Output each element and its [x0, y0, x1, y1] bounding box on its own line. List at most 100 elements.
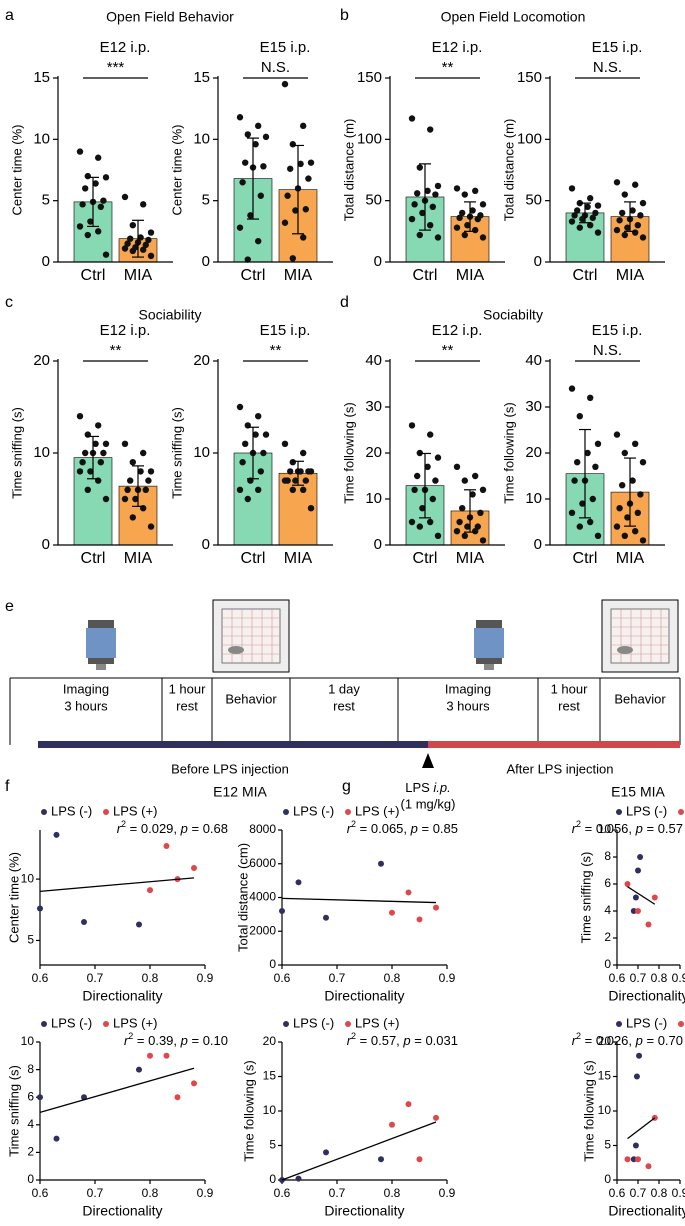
y-tick-label: 0	[42, 536, 50, 553]
data-point	[456, 518, 463, 526]
y-tick-label: 10	[263, 1103, 277, 1117]
data-point	[472, 528, 479, 535]
data-point	[464, 222, 471, 229]
error-bar	[87, 435, 99, 480]
y-tick-label: 50	[525, 192, 542, 209]
data-point	[84, 486, 92, 493]
data-point	[137, 234, 144, 241]
data-point	[53, 831, 60, 838]
data-point	[592, 463, 599, 470]
data-point	[305, 468, 312, 475]
data-point	[279, 908, 285, 914]
data-point	[424, 463, 431, 470]
data-point	[456, 214, 463, 222]
annotation-part: 2	[351, 1031, 356, 1041]
y-tick-label: 0	[269, 957, 276, 971]
legend-marker	[678, 809, 684, 815]
legend-marker	[41, 809, 47, 815]
data-point	[429, 495, 436, 503]
data-point	[289, 141, 296, 148]
data-point	[414, 190, 421, 197]
x-tick-label: 0.8	[142, 971, 159, 985]
y-axis-label: Total distance (cm)	[235, 843, 250, 952]
data-point	[639, 234, 647, 241]
panel-label: g	[342, 778, 351, 795]
data-point	[163, 1052, 170, 1059]
annotation-part: r	[124, 1033, 129, 1048]
injection-label: LPS i.p.	[405, 780, 451, 795]
error-bar	[464, 489, 476, 533]
annotation-part: = 0.065,	[356, 821, 411, 836]
arena-icon	[212, 599, 290, 673]
data-point	[84, 231, 92, 239]
data-point	[129, 514, 136, 521]
data-point	[191, 1080, 197, 1087]
data-point	[474, 215, 481, 223]
y-tick-label: 0	[202, 536, 210, 553]
x-tick-label: 0.7	[329, 971, 346, 985]
y-tick-label: 10	[193, 444, 210, 461]
data-point	[637, 212, 644, 219]
data-point	[281, 477, 289, 484]
trend-line	[627, 886, 656, 905]
y-tick-label: 5	[269, 1138, 276, 1152]
y-tick-label: 0	[42, 253, 50, 270]
data-point	[145, 236, 152, 244]
x-axis-label: Directionality	[324, 1203, 404, 1219]
y-tick-label: 30	[525, 398, 542, 415]
data-point	[79, 201, 86, 208]
data-point	[102, 251, 110, 258]
data-point	[411, 201, 418, 208]
data-point	[323, 1149, 329, 1156]
y-tick-label: 8000	[249, 822, 276, 836]
x-tick-label: 0.8	[384, 1186, 401, 1200]
y-tick-label: 8	[604, 849, 611, 863]
legend-marker	[345, 809, 351, 815]
data-point	[479, 234, 487, 241]
annotation-part: = 0.026,	[581, 1033, 636, 1048]
data-point	[635, 908, 641, 914]
y-tick-label: 10	[525, 490, 542, 507]
y-tick-label: 20	[525, 444, 542, 461]
x-axis-label: Directionality	[82, 988, 162, 1004]
y-tick-label: 10	[33, 444, 50, 461]
significance-label: **	[442, 59, 454, 76]
data-point	[140, 246, 147, 253]
data-point	[132, 495, 139, 503]
x-tick-label: 0.6	[32, 1186, 49, 1200]
data-point	[613, 179, 621, 186]
data-point	[632, 181, 639, 188]
data-point	[632, 229, 639, 236]
data-point	[100, 197, 107, 204]
data-point	[300, 449, 307, 457]
segment-label: rest	[558, 698, 580, 713]
segment-label: 3 hours	[446, 698, 490, 713]
segment-label: 1 hour	[169, 681, 207, 696]
chart-title: E15 i.p.	[260, 39, 311, 56]
data-point	[95, 422, 102, 429]
data-point	[408, 518, 416, 526]
data-point	[252, 141, 259, 148]
data-point	[419, 209, 426, 217]
data-point	[630, 1156, 637, 1163]
data-point	[645, 1163, 652, 1170]
x-tick-label: 0.9	[439, 1186, 456, 1200]
legend-label: LPS (-)	[293, 803, 334, 818]
legend-label: LPS (+)	[113, 803, 157, 818]
statistics-annotation: r2 = 0.026, p = 0.70	[572, 1031, 683, 1048]
data-point	[408, 115, 416, 122]
y-axis-label: Time following (s)	[501, 402, 516, 503]
data-point	[616, 505, 623, 512]
data-point	[295, 1175, 302, 1182]
chart-title: E15 i.p.	[592, 322, 643, 339]
data-point	[257, 192, 264, 199]
data-point	[589, 214, 596, 222]
phase-label: Before LPS injection	[171, 761, 289, 776]
annotation-part: p	[410, 821, 418, 836]
data-point	[307, 159, 315, 166]
data-point	[84, 172, 92, 180]
data-point	[639, 199, 647, 207]
y-tick-label: 10	[193, 130, 210, 147]
data-point	[76, 413, 84, 420]
